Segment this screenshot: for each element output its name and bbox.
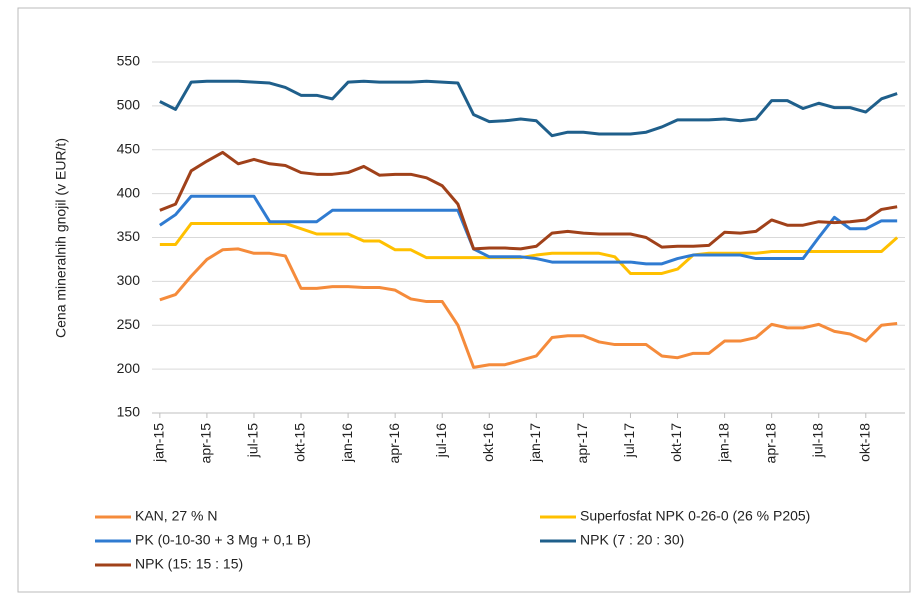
x-tick-label: apr-15 [198,423,214,464]
x-tick-label: okt-17 [668,423,684,462]
y-tick-label: 450 [117,140,141,156]
y-tick-label: 300 [117,272,141,288]
y-tick-label: 250 [117,316,141,332]
x-tick-label: jul-18 [809,423,825,458]
y-axis-label: Cena mineralnih gnojil (v EUR/t) [53,138,69,338]
legend-label: PK (0-10-30 + 3 Mg + 0,1 B) [135,532,311,548]
series-line [159,194,898,266]
y-tick-label: 200 [117,360,141,376]
series-line [159,79,898,138]
y-tick-label: 400 [117,184,141,200]
y-tick-label: 500 [117,97,141,113]
y-tick-label: 150 [117,404,141,420]
x-tick-label: okt-18 [856,423,872,462]
x-tick-label: jan-17 [527,423,543,463]
series-line [159,247,898,369]
y-tick-label: 350 [117,228,141,244]
legend-label: KAN, 27 % N [135,508,217,524]
x-tick-label: jul-16 [433,423,449,458]
x-tick-label: jan-16 [339,423,355,463]
legend-label: Superfosfat NPK 0-26-0 (26 % P205) [580,508,810,524]
x-tick-label: jul-15 [245,423,261,458]
x-tick-label: jul-17 [621,423,637,458]
x-tick-label: okt-16 [480,423,496,462]
legend-label: NPK (7 : 20 : 30) [580,532,684,548]
x-tick-label: apr-17 [574,423,590,464]
x-tick-label: jan-18 [715,423,731,463]
y-tick-label: 550 [117,53,141,69]
series-line [159,150,898,251]
x-tick-label: apr-18 [762,423,778,464]
x-tick-label: jan-15 [151,423,167,463]
x-tick-label: apr-16 [386,423,402,464]
x-tick-label: okt-15 [292,423,308,462]
legend-label: NPK (15: 15 : 15) [135,556,243,572]
